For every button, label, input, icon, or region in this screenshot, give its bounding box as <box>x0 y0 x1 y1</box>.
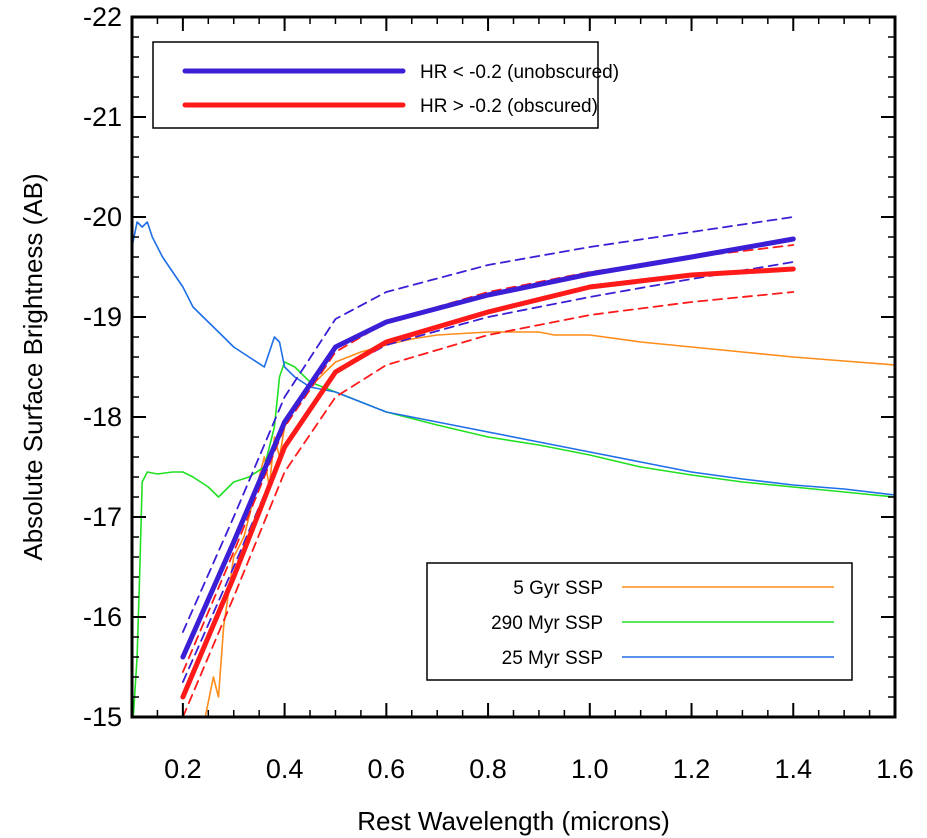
y-tick-label: -20 <box>83 202 122 232</box>
series-line-290-myr-ssp <box>132 361 895 717</box>
series-line-band-5 <box>181 291 795 717</box>
legend-box-top <box>152 41 599 129</box>
y-tick-label: -15 <box>83 702 122 732</box>
legend-label: HR < -0.2 (unobscured) <box>420 62 619 83</box>
y-tick-label: -19 <box>83 302 122 332</box>
x-axis-title: Rest Wavelength (microns) <box>357 806 670 836</box>
y-axis-title: Absolute Surface Brightness (AB) <box>18 173 48 560</box>
y-tick-label: -22 <box>83 2 122 32</box>
x-tick-label: 1.0 <box>571 754 609 784</box>
legend-label: 290 Myr SSP <box>491 613 603 634</box>
legend-label: HR > -0.2 (obscured) <box>420 96 598 117</box>
y-tick-label: -21 <box>83 102 122 132</box>
x-tick-label: 1.4 <box>774 754 812 784</box>
legend-label: 5 Gyr SSP <box>513 578 603 599</box>
x-tick-label: 1.6 <box>876 754 914 784</box>
x-tick-label: 1.2 <box>673 754 711 784</box>
series-line-25-myr-ssp <box>132 221 895 496</box>
y-tick-label: -18 <box>83 402 122 432</box>
y-tick-label: -17 <box>83 502 122 532</box>
x-tick-label: 0.2 <box>164 754 202 784</box>
y-tick-label: -16 <box>83 602 122 632</box>
series-line-hr-0-2-unobscured <box>180 236 796 660</box>
legend-label: 25 Myr SSP <box>502 648 603 669</box>
series-line-5-gyr-ssp <box>204 331 895 717</box>
x-tick-label: 0.4 <box>266 754 304 784</box>
x-tick-label: 0.8 <box>469 754 507 784</box>
x-tick-label: 0.6 <box>368 754 406 784</box>
series-line-band-2 <box>181 216 795 633</box>
series-line-hr-0-2-obscured <box>180 266 796 700</box>
